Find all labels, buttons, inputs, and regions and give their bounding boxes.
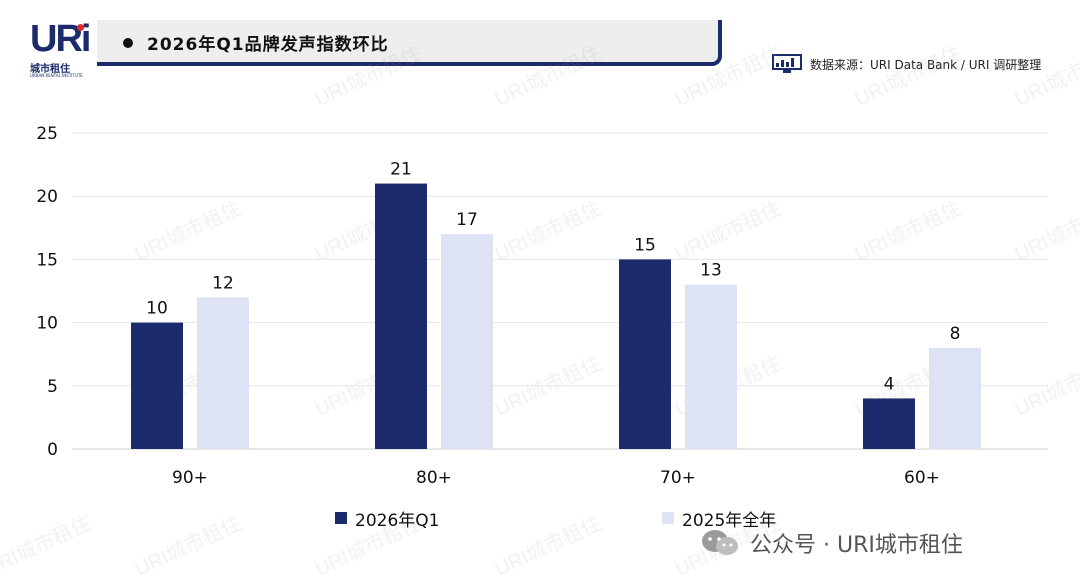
bar-2026q1-1 [375,183,427,449]
logo-en-text: URBAN RENTAL INSTITUTE [30,73,83,78]
y-tick-label: 5 [47,377,58,397]
logo-cn-text: 城市租住 [30,64,70,75]
y-tick-label: 10 [36,314,58,334]
monitor-chart-icon [772,54,802,73]
y-tick-label: 15 [36,250,58,270]
title-banner: 2026年Q1品牌发声指数环比 [97,20,722,66]
data-source: 数据来源：URI Data Bank / URI 调研整理 [772,54,1041,74]
wechat-footer: 公众号 · URI城市租住 [700,527,963,559]
wechat-icon [702,530,738,555]
data-label: 21 [390,160,412,180]
footer-text: 公众号 · URI城市租住 [750,533,963,558]
uri-logo: URi 城市租住 URBAN RENTAL INSTITUTE [22,20,91,78]
data-label: 8 [950,324,961,344]
x-tick-label: 60+ [904,468,940,488]
data-label: 17 [456,210,478,230]
bar-2025-2 [685,284,737,449]
data-label: 4 [884,374,895,394]
legend-swatch-2025 [662,512,674,524]
source-text: 数据来源：URI Data Bank / URI 调研整理 [810,57,1042,72]
data-label: 12 [212,273,234,293]
y-tick-label: 25 [36,124,58,144]
y-tick-label: 0 [47,440,58,460]
bar-2025-0 [197,297,249,449]
bullet-icon [123,38,133,48]
x-tick-label: 90+ [172,468,208,488]
bar-2026q1-2 [619,259,671,449]
bar-2025-1 [441,234,493,449]
legend-swatch-2026q1 [335,512,347,524]
legend-label-2026q1: 2026年Q1 [355,511,440,531]
x-tick-label: 80+ [416,468,452,488]
y-tick-label: 20 [36,187,58,207]
bar-2026q1-0 [131,322,183,449]
data-label: 13 [700,261,722,281]
data-label: 10 [146,299,168,319]
legend-label-2025: 2025年全年 [682,511,777,531]
x-tick-label: 70+ [660,468,696,488]
chart-title: 2026年Q1品牌发声指数环比 [147,35,389,55]
logo-dot [77,24,84,31]
data-label: 15 [634,235,656,255]
bar-2025-3 [929,347,981,449]
bar-2026q1-3 [863,398,915,449]
